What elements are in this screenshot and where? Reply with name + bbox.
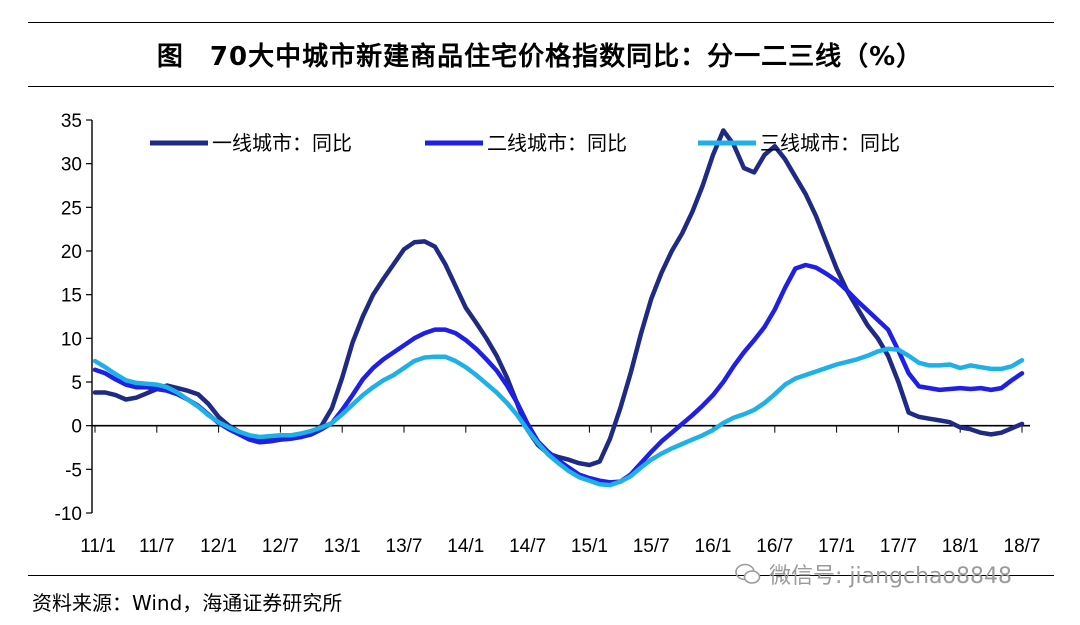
- y-tick-label: 30: [61, 155, 82, 176]
- figure-label: 图: [156, 42, 184, 72]
- top-rule: [28, 22, 1054, 23]
- y-tick-label: 0: [71, 417, 82, 438]
- y-tick-label: -5: [65, 460, 82, 481]
- legend-label-1: 一线城市：同比: [212, 131, 352, 155]
- x-tick-label: 11/7: [139, 536, 175, 557]
- y-tick-label: 25: [61, 198, 82, 219]
- watermark: 微信号: jiangchao8848: [735, 558, 1012, 590]
- x-tick-label: 15/7: [633, 536, 670, 557]
- x-tick-label: 12/7: [262, 536, 299, 557]
- series-line-3: [92, 346, 1025, 488]
- y-tick-label: -10: [55, 504, 82, 525]
- y-tick-label: 35: [61, 111, 82, 132]
- x-tick-label: 18/7: [1004, 536, 1041, 557]
- x-tick-label: 14/1: [447, 536, 484, 557]
- watermark-text: 微信号: jiangchao8848: [769, 564, 1012, 589]
- y-tick-label: 5: [71, 373, 82, 394]
- x-tick-label: 15/1: [571, 536, 608, 557]
- x-tick-label: 17/7: [880, 536, 917, 557]
- chart-title: 70大中城市新建商品住宅价格指数同比：分一二三线（%）: [209, 42, 924, 72]
- chart-title-line: 图 70大中城市新建商品住宅价格指数同比：分一二三线（%）: [0, 36, 1080, 73]
- legend-label-2: 二线城市：同比: [487, 131, 627, 155]
- x-tick-label: 14/7: [509, 536, 546, 557]
- x-tick-label: 18/1: [942, 536, 979, 557]
- x-tick-label: 11/1: [80, 536, 116, 557]
- x-tick-label: 16/1: [695, 536, 732, 557]
- series-line-2: [92, 262, 1025, 485]
- x-tick-label: 17/1: [818, 536, 855, 557]
- y-tick-label: 20: [61, 242, 82, 263]
- y-tick-label: 15: [61, 286, 82, 307]
- y-tick-label: 10: [61, 329, 82, 350]
- legend-label-3: 三线城市：同比: [760, 131, 900, 155]
- x-tick-label: 16/7: [756, 536, 793, 557]
- x-tick-label: 13/7: [386, 536, 423, 557]
- wechat-icon: [735, 563, 761, 585]
- source-note: 资料来源：Wind，海通证券研究所: [32, 591, 343, 615]
- series-line-1: [92, 128, 1025, 468]
- x-tick-label: 13/1: [324, 536, 361, 557]
- x-tick-label: 12/1: [200, 536, 237, 557]
- bottom-rule: [28, 575, 1054, 576]
- title-rule: [28, 86, 1054, 87]
